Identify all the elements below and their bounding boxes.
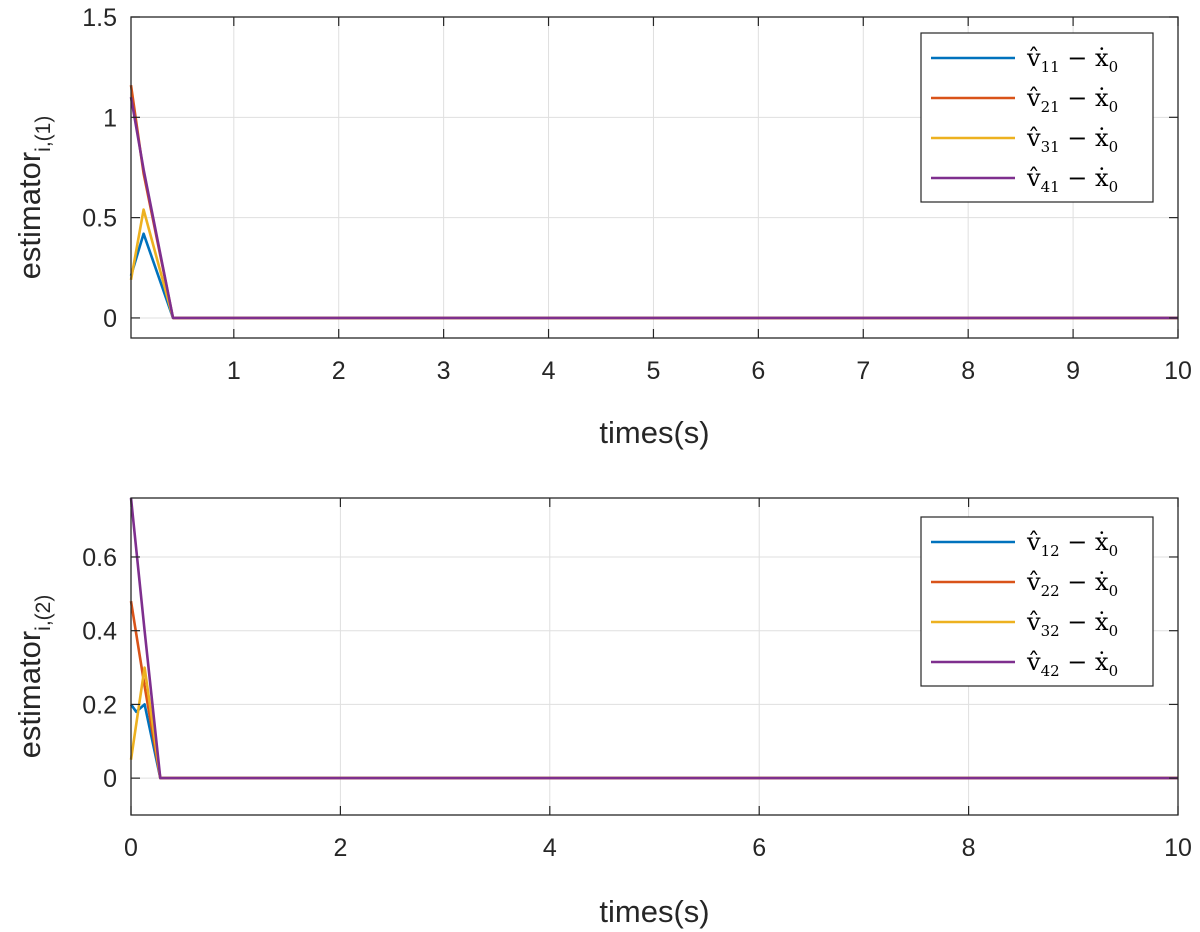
legend-label-sub: 41 bbox=[1041, 178, 1060, 196]
legend-label-rest: − ẋ bbox=[1060, 124, 1109, 152]
legend-entry: v̂12 − ẋ0 bbox=[931, 528, 1118, 560]
legend-label-sub: 32 bbox=[1041, 622, 1060, 640]
legend-label-sub: 22 bbox=[1041, 582, 1060, 600]
legend-entry: v̂31 − ẋ0 bbox=[931, 124, 1118, 156]
x-tick-label: 4 bbox=[543, 834, 557, 862]
y-axis-label-sub: i,(2) bbox=[32, 595, 55, 631]
y-tick-label: 0.2 bbox=[82, 691, 117, 719]
legend-entry: v̂41 − ẋ0 bbox=[931, 164, 1118, 196]
legend: v̂12 − ẋ0v̂22 − ẋ0v̂32 − ẋ0v̂42 − ẋ0 bbox=[920, 516, 1154, 687]
y-axis-label-main: estimator bbox=[12, 631, 47, 758]
legend-label: v̂42 − ẋ0 bbox=[1026, 648, 1118, 680]
axes-box bbox=[130, 497, 1179, 816]
legend-label-rest: − ẋ bbox=[1060, 608, 1109, 636]
x-tick-label: 9 bbox=[1066, 357, 1080, 385]
legend-label-rest: − ẋ bbox=[1060, 84, 1109, 112]
legend-label-base: v̂ bbox=[1026, 568, 1041, 596]
y-axis-label: estimatori,(1) bbox=[12, 116, 55, 280]
ticks: 0 2 4 6 8 10 0 0.2 0.4 0.6 bbox=[82, 498, 1192, 862]
chart-1: 1 2 3 4 5 6 7 8 9 10 0 0.5 1 1.5 times(s) estimatori,(1… bbox=[12, 4, 1192, 450]
x-axis-label: times(s) bbox=[599, 894, 709, 929]
legend-label-sub2: 0 bbox=[1109, 178, 1119, 196]
legend: v̂11 − ẋ0v̂21 − ẋ0v̂31 − ẋ0v̂41 − ẋ0 bbox=[920, 32, 1154, 203]
x-tick-label: 5 bbox=[646, 357, 660, 385]
y-tick-label: 1 bbox=[103, 104, 117, 132]
y-axis-label-main: estimator bbox=[12, 152, 47, 279]
legend-label-base: v̂ bbox=[1026, 528, 1041, 556]
legend-label: v̂21 − ẋ0 bbox=[1026, 84, 1118, 116]
legend-box bbox=[920, 516, 1154, 687]
legend-entry: v̂22 − ẋ0 bbox=[931, 568, 1118, 600]
legend-entry: v̂42 − ẋ0 bbox=[931, 648, 1118, 680]
legend-box bbox=[920, 32, 1154, 203]
x-tick-label: 6 bbox=[752, 834, 766, 862]
legend-entry: v̂11 − ẋ0 bbox=[931, 44, 1118, 76]
x-tick-label: 2 bbox=[332, 357, 346, 385]
legend-label: v̂31 − ẋ0 bbox=[1026, 124, 1118, 156]
legend-label: v̂41 − ẋ0 bbox=[1026, 164, 1118, 196]
x-tick-label: 8 bbox=[962, 834, 976, 862]
legend-label-rest: − ẋ bbox=[1060, 528, 1109, 556]
legend-label-sub: 11 bbox=[1041, 58, 1060, 76]
y-tick-label: 0 bbox=[103, 765, 117, 793]
legend-label-base: v̂ bbox=[1026, 164, 1041, 192]
legend-label: v̂22 − ẋ0 bbox=[1026, 568, 1118, 600]
legend-label-rest: − ẋ bbox=[1060, 568, 1109, 596]
x-tick-label: 3 bbox=[437, 357, 451, 385]
x-tick-label: 2 bbox=[333, 834, 347, 862]
x-tick-label: 8 bbox=[961, 357, 975, 385]
y-axis-label: estimatori,(2) bbox=[12, 595, 55, 759]
y-tick-label: 0 bbox=[103, 305, 117, 333]
x-tick-label: 1 bbox=[227, 357, 241, 385]
legend-label-sub2: 0 bbox=[1109, 138, 1119, 156]
axes-box bbox=[130, 16, 1179, 339]
legend-label-base: v̂ bbox=[1026, 608, 1041, 636]
legend-label-sub2: 0 bbox=[1109, 542, 1119, 560]
x-tick-label: 4 bbox=[542, 357, 556, 385]
ticks: 1 2 3 4 5 6 7 8 9 10 0 0.5 1 1.5 bbox=[82, 4, 1192, 385]
series-group bbox=[129, 497, 1178, 780]
legend-label-sub: 31 bbox=[1041, 138, 1060, 156]
legend-label-rest: − ẋ bbox=[1060, 164, 1109, 192]
legend-label-rest: − ẋ bbox=[1060, 44, 1109, 72]
legend-label-rest: − ẋ bbox=[1060, 648, 1109, 676]
x-tick-label: 0 bbox=[124, 834, 138, 862]
legend-label-base: v̂ bbox=[1026, 44, 1041, 72]
series-line-42 bbox=[129, 497, 1178, 780]
y-tick-label: 0.6 bbox=[82, 544, 117, 572]
chart-2: 0 2 4 6 8 10 0 0.2 0.4 0.6 times(s) estimatori,(2) v… bbox=[12, 497, 1192, 929]
legend-label-sub2: 0 bbox=[1109, 622, 1119, 640]
legend-label-sub2: 0 bbox=[1109, 582, 1119, 600]
legend-label-sub: 21 bbox=[1041, 98, 1060, 116]
legend-label-base: v̂ bbox=[1026, 124, 1041, 152]
legend-label: v̂12 − ẋ0 bbox=[1026, 528, 1118, 560]
x-tick-label: 7 bbox=[856, 357, 870, 385]
legend-label-sub2: 0 bbox=[1109, 662, 1119, 680]
legend-label-base: v̂ bbox=[1026, 648, 1041, 676]
legend-label-sub2: 0 bbox=[1109, 58, 1119, 76]
y-tick-label: 0.5 bbox=[82, 205, 117, 233]
series-line-41 bbox=[129, 96, 1178, 320]
legend-label-base: v̂ bbox=[1026, 84, 1041, 112]
legend-label-sub2: 0 bbox=[1109, 98, 1119, 116]
y-tick-label: 1.5 bbox=[82, 4, 117, 32]
series-group bbox=[129, 85, 1178, 320]
x-tick-label: 10 bbox=[1164, 834, 1192, 862]
legend-label: v̂32 − ẋ0 bbox=[1026, 608, 1118, 640]
legend-entry: v̂32 − ẋ0 bbox=[931, 608, 1118, 640]
x-axis-label: times(s) bbox=[599, 415, 709, 450]
legend-entry: v̂21 − ẋ0 bbox=[931, 84, 1118, 116]
legend-label-sub: 12 bbox=[1041, 542, 1060, 560]
x-tick-label: 6 bbox=[751, 357, 765, 385]
y-tick-label: 0.4 bbox=[82, 618, 117, 646]
x-tick-label: 10 bbox=[1164, 357, 1192, 385]
legend-label: v̂11 − ẋ0 bbox=[1026, 44, 1118, 76]
y-axis-label-sub: i,(1) bbox=[32, 116, 55, 152]
legend-label-sub: 42 bbox=[1041, 662, 1060, 680]
